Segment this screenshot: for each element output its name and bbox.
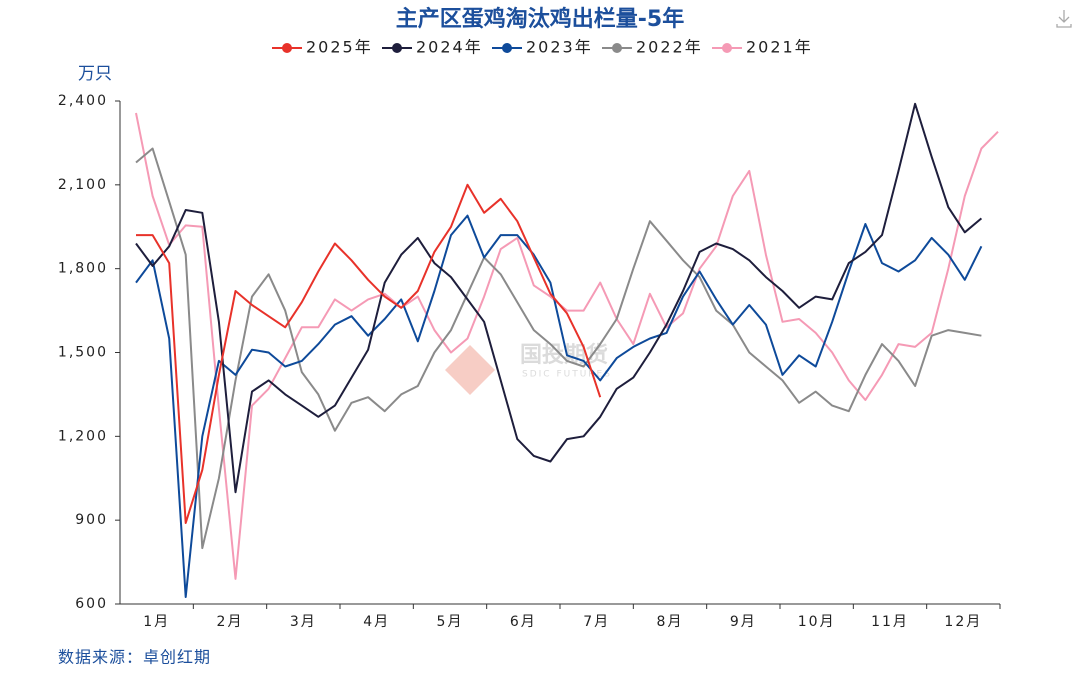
y-tick-label: 900 [75,512,108,528]
y-tick-label: 2,100 [58,177,108,193]
legend-label: 2025年 [306,38,373,57]
download-glyph [1056,10,1072,28]
series-line [135,147,982,550]
y-tick-label: 2,400 [58,93,108,109]
x-tick-label: 2月 [217,614,244,630]
legend-marker [722,43,732,53]
legend-label: 2023年 [526,38,593,57]
download-icon[interactable] [1056,10,1072,28]
y-tick-label: 1,800 [58,261,108,277]
x-tick-label: 11月 [871,614,909,630]
legend-label: 2024年 [416,38,483,57]
source: 数据来源：卓创红期 [58,648,211,667]
x-tick-label: 12月 [944,614,982,630]
x-tick-label: 7月 [583,614,610,630]
legend-marker [502,43,512,53]
series-line [135,102,983,494]
x-tick-label: 6月 [510,614,537,630]
watermark-sub: SDIC FUTURES [522,370,612,380]
chart-title: 主产区蛋鸡淘汰鸡出栏量-5年 [396,6,684,32]
watermark-logo [445,345,495,395]
legend-marker [282,43,292,53]
y-tick-label: 600 [75,596,108,612]
series-line [135,112,999,580]
x-tick-label: 3月 [290,614,317,630]
legend-marker [612,43,622,53]
x-tick-label: 1月 [143,614,170,630]
x-tick-label: 9月 [730,614,757,630]
legend-marker [392,43,402,53]
y-tick-label: 1,500 [58,345,108,361]
x-tick-label: 5月 [437,614,464,630]
series-line [135,214,983,598]
x-tick-label: 10月 [798,614,836,630]
legend-label: 2021年 [746,38,813,57]
watermark: 国投期货 SDIC FUTURES [445,342,612,395]
x-tick-label: 4月 [363,614,390,630]
x-tick-label: 8月 [657,614,684,630]
series-line [136,183,602,524]
legend-label: 2022年 [636,38,703,57]
y-unit: 万只 [78,64,112,84]
y-tick-label: 1,200 [58,428,108,444]
